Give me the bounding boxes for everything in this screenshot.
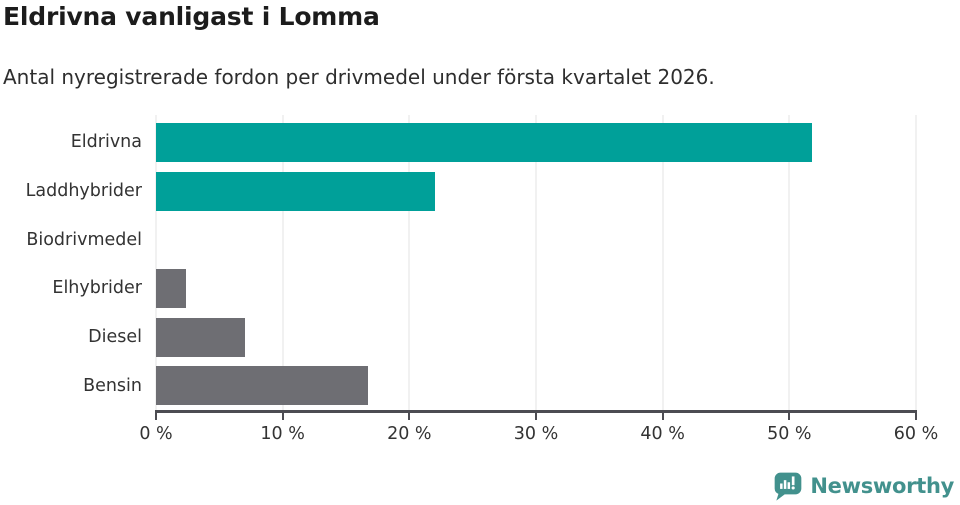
x-tick-mark [661, 410, 664, 420]
category-label-bensin: Bensin [83, 375, 142, 396]
gridline [408, 115, 410, 410]
x-tick-label: 10 % [260, 424, 305, 444]
category-label-eldrivna: Eldrivna [70, 132, 142, 153]
chart-title: Eldrivna vanligast i Lomma [3, 2, 380, 31]
gridline [662, 115, 664, 410]
x-axis: 0 % 10 % 20 % 30 % 40 % 50 % 60 % [139, 410, 938, 444]
x-tick-label: 50 % [767, 424, 812, 444]
bar-eldrivna [156, 122, 813, 162]
x-tick-mark [281, 410, 284, 420]
newsworthy-brand-link[interactable]: Newsworthy [773, 471, 954, 501]
category-label-diesel: Diesel [88, 326, 142, 347]
chart-subtitle: Antal nyregistrerade fordon per drivmede… [3, 65, 715, 89]
x-tick-label: 0 % [139, 424, 173, 444]
x-tick-label: 30 % [513, 424, 559, 444]
x-tick-mark [788, 410, 791, 420]
x-tick-mark [155, 410, 157, 420]
plot-area [155, 115, 917, 410]
bar-diesel [156, 317, 245, 357]
bar-laddhybrider [156, 171, 435, 211]
bar-elhybrider [156, 268, 187, 308]
x-tick-label: 20 % [387, 424, 432, 444]
gridline [535, 115, 537, 410]
bar-bensin [156, 366, 368, 406]
category-label-elhybrider: Elhybrider [52, 278, 142, 299]
category-label-biodrivmedel: Biodrivmedel [26, 229, 142, 250]
newsworthy-logo-text: Newsworthy [810, 474, 954, 498]
x-tick-label: 40 % [640, 424, 685, 444]
x-tick-mark [915, 410, 917, 420]
gridline [915, 115, 917, 410]
gridline [155, 115, 157, 410]
x-tick-mark [535, 410, 537, 420]
category-label-laddhybrider: Laddhybrider [25, 180, 142, 201]
gridline [788, 115, 790, 410]
gridline [282, 115, 284, 410]
x-tick-mark [408, 410, 411, 420]
y-axis-category-labels: Eldrivna Laddhybrider Biodrivmedel Elhybrid… [0, 118, 156, 410]
x-tick-label: 60 % [893, 424, 939, 444]
newsworthy-logo-icon [775, 472, 802, 501]
